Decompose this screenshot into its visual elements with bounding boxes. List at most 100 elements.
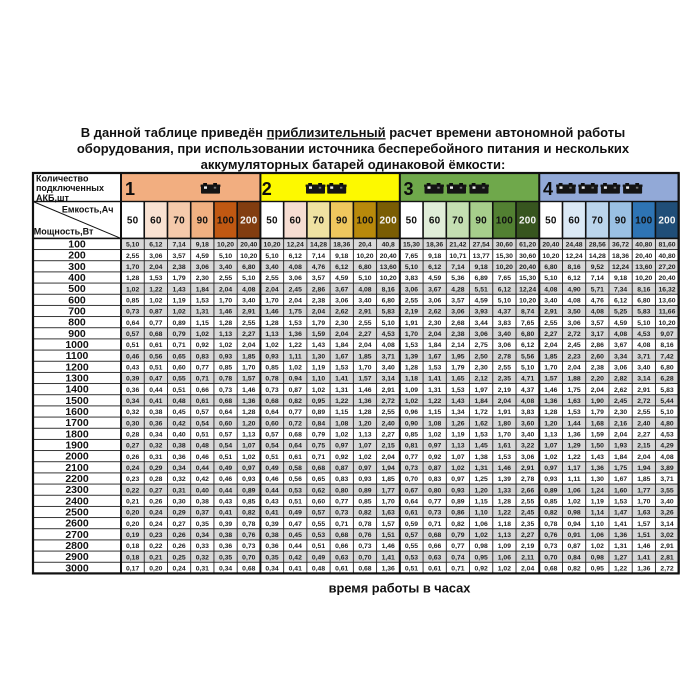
svg-text:1,09: 1,09: [498, 543, 511, 550]
svg-text:7,42: 7,42: [660, 353, 673, 360]
svg-text:5,71: 5,71: [591, 286, 604, 293]
svg-text:2,38: 2,38: [312, 297, 325, 304]
svg-text:0,38: 0,38: [149, 409, 162, 416]
svg-text:12,24: 12,24: [612, 264, 629, 271]
svg-text:9,18: 9,18: [335, 253, 348, 260]
svg-text:7,65: 7,65: [405, 253, 418, 260]
svg-text:90: 90: [475, 215, 487, 226]
svg-text:1,38: 1,38: [475, 454, 488, 461]
svg-text:4,53: 4,53: [637, 331, 650, 338]
svg-text:2,50: 2,50: [475, 353, 488, 360]
svg-text:0,55: 0,55: [172, 376, 185, 383]
svg-text:0,44: 0,44: [149, 387, 162, 394]
svg-text:1,02: 1,02: [591, 543, 604, 550]
svg-text:0,82: 0,82: [567, 565, 580, 572]
svg-text:2,04: 2,04: [637, 454, 650, 461]
svg-text:1300: 1300: [65, 372, 89, 384]
svg-text:4,59: 4,59: [475, 297, 488, 304]
svg-text:70: 70: [173, 215, 185, 226]
svg-text:2,38: 2,38: [451, 331, 464, 338]
svg-text:0,92: 0,92: [335, 454, 348, 461]
svg-text:1,91: 1,91: [498, 409, 511, 416]
svg-text:2600: 2600: [65, 518, 89, 530]
svg-text:3,14: 3,14: [637, 376, 650, 383]
svg-text:Количество: Количество: [36, 174, 89, 184]
svg-text:1,90: 1,90: [591, 398, 604, 405]
svg-text:3,06: 3,06: [405, 286, 418, 293]
svg-text:1,02: 1,02: [196, 331, 209, 338]
svg-text:1,63: 1,63: [637, 510, 650, 517]
svg-text:1,36: 1,36: [289, 331, 302, 338]
svg-text:10,20: 10,20: [356, 253, 373, 260]
svg-text:0,60: 0,60: [172, 364, 185, 371]
svg-text:1,08: 1,08: [335, 420, 348, 427]
svg-text:1,88: 1,88: [567, 376, 580, 383]
svg-text:0,68: 0,68: [265, 398, 278, 405]
svg-text:1,80: 1,80: [498, 420, 511, 427]
svg-text:Емкость,Ач: Емкость,Ач: [62, 204, 114, 214]
svg-text:2,19: 2,19: [405, 309, 418, 316]
svg-text:0,41: 0,41: [289, 565, 302, 572]
svg-text:5,10: 5,10: [405, 264, 418, 271]
svg-text:3,57: 3,57: [591, 320, 604, 327]
svg-text:8,16: 8,16: [660, 342, 673, 349]
svg-text:1,60: 1,60: [614, 487, 627, 494]
svg-text:2,30: 2,30: [335, 320, 348, 327]
svg-text:3,60: 3,60: [521, 420, 534, 427]
svg-text:0,63: 0,63: [335, 554, 348, 561]
svg-text:5,10: 5,10: [637, 320, 650, 327]
svg-text:0,76: 0,76: [242, 532, 255, 539]
svg-text:300: 300: [68, 261, 86, 273]
svg-text:61,20: 61,20: [519, 242, 536, 249]
svg-text:1,41: 1,41: [382, 554, 395, 561]
svg-text:1,24: 1,24: [591, 487, 604, 494]
svg-text:1,68: 1,68: [591, 420, 604, 427]
svg-text:1,85: 1,85: [242, 353, 255, 360]
svg-text:5,10: 5,10: [358, 275, 371, 282]
svg-text:3,44: 3,44: [475, 320, 488, 327]
svg-text:70: 70: [313, 215, 325, 226]
svg-text:2,04: 2,04: [521, 565, 534, 572]
svg-text:1,67: 1,67: [614, 476, 627, 483]
svg-text:0,71: 0,71: [451, 565, 464, 572]
svg-text:1100: 1100: [66, 350, 89, 362]
svg-text:0,36: 0,36: [149, 420, 162, 427]
svg-text:2,04: 2,04: [591, 387, 604, 394]
svg-text:1,09: 1,09: [405, 387, 418, 394]
svg-text:1,47: 1,47: [614, 510, 627, 517]
svg-text:2800: 2800: [65, 540, 89, 552]
svg-text:0,27: 0,27: [149, 487, 162, 494]
svg-text:2,91: 2,91: [382, 387, 395, 394]
svg-text:1,36: 1,36: [382, 565, 395, 572]
svg-text:0,82: 0,82: [451, 521, 464, 528]
svg-text:0,28: 0,28: [126, 431, 139, 438]
svg-text:2,62: 2,62: [428, 309, 441, 316]
svg-text:0,35: 0,35: [219, 554, 232, 561]
svg-text:12,24: 12,24: [287, 242, 304, 249]
svg-text:2,45: 2,45: [614, 398, 627, 405]
svg-text:2,81: 2,81: [660, 554, 673, 561]
svg-text:0,68: 0,68: [149, 331, 162, 338]
svg-text:10,20: 10,20: [217, 242, 234, 249]
svg-text:0,48: 0,48: [172, 398, 185, 405]
svg-text:0,87: 0,87: [335, 465, 348, 472]
svg-text:0,26: 0,26: [149, 498, 162, 505]
svg-text:3,06: 3,06: [451, 309, 464, 316]
svg-text:3,71: 3,71: [382, 353, 395, 360]
svg-text:70: 70: [592, 215, 604, 226]
svg-text:5,36: 5,36: [451, 275, 464, 282]
svg-text:10,20: 10,20: [380, 275, 397, 282]
svg-text:1,39: 1,39: [405, 353, 418, 360]
svg-text:3,83: 3,83: [405, 275, 418, 282]
svg-text:2,40: 2,40: [382, 420, 395, 427]
svg-text:1,02: 1,02: [405, 398, 418, 405]
svg-text:2,35: 2,35: [498, 376, 511, 383]
svg-text:3,06: 3,06: [521, 454, 534, 461]
svg-text:2000: 2000: [65, 451, 89, 463]
svg-text:0,49: 0,49: [219, 465, 232, 472]
svg-text:1,85: 1,85: [382, 476, 395, 483]
svg-text:14,28: 14,28: [589, 253, 606, 260]
svg-text:20,40: 20,40: [519, 264, 536, 271]
svg-text:1,70: 1,70: [637, 498, 650, 505]
svg-text:0,93: 0,93: [544, 476, 557, 483]
